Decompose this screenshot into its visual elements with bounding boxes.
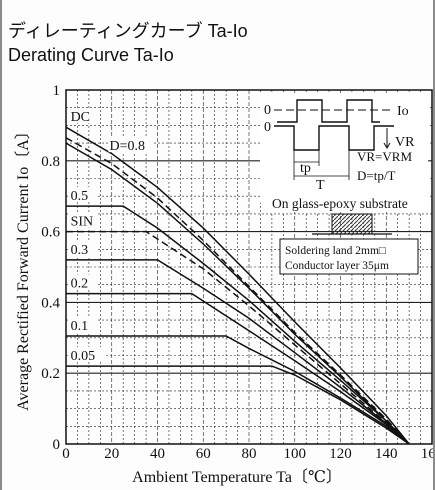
series-line (66, 230, 410, 445)
inset-land-label: Soldering land 2mm□ (285, 245, 386, 257)
series-label-background (69, 108, 90, 124)
x-axis-label: Ambient Temperature Ta〔℃〕 (132, 468, 342, 486)
series-label: D=0.8 (109, 139, 145, 154)
series-lines (65, 126, 410, 445)
plot-area (65, 89, 433, 445)
series-label-background (69, 212, 98, 228)
y-tick-label: 0.4 (41, 295, 60, 311)
series-label: 0.05 (71, 349, 96, 364)
series-line (65, 126, 410, 445)
inset-soldering-land (331, 213, 373, 235)
x-tick-label: 120 (329, 446, 352, 462)
series-labels: DC D=0.8 0.5 SIN 0.3 0.2 0.1 0.05 (69, 108, 153, 364)
series-label-background (69, 347, 106, 363)
series-line (66, 205, 410, 445)
inset-tp-label: tp (300, 161, 311, 176)
series-label: 0.3 (71, 243, 89, 258)
inset-io-label: Io (397, 104, 409, 119)
inset-substrate-note-box (279, 238, 419, 275)
series-line (66, 335, 410, 445)
chart-title-english: Derating Curve Ta-Io (8, 45, 174, 65)
series-line (65, 137, 410, 445)
series-label: SIN (71, 215, 94, 230)
y-tick-label: 0.6 (41, 225, 60, 241)
inset-substrate-label: On glass-epoxy substrate (272, 196, 408, 211)
x-tick-label: 140 (375, 446, 398, 462)
series-label-background (69, 240, 98, 256)
series-label: DC (71, 110, 90, 125)
series-line (66, 365, 410, 445)
chart-title-japanese: ディレーティングカーブ Ta-Io (8, 21, 248, 41)
inset-voltage-waveform (274, 125, 394, 151)
series-label-background (108, 137, 153, 153)
series-label-background (69, 317, 98, 333)
inset-vr-arrowhead (383, 142, 391, 149)
inset-t-label: T (316, 178, 325, 193)
y-axis-label: Average Rectified Forward Current Io〔A〕 (14, 123, 32, 411)
x-tick-label: 20 (104, 446, 119, 462)
series-line (66, 259, 410, 445)
y-tick-label: 0.8 (41, 154, 60, 170)
x-tick-label: 40 (150, 446, 165, 462)
series-line (65, 142, 410, 445)
series-line (66, 292, 410, 445)
y-tick-label: 1 (53, 83, 61, 99)
x-tick-label: 60 (196, 446, 211, 462)
series-label-background (69, 187, 98, 203)
x-tick-label: 160 (421, 446, 435, 462)
inset-zero-top: 0 (264, 103, 271, 118)
inset-current-waveform (277, 99, 380, 123)
inset-substrate-background (269, 196, 427, 212)
series-label: 0.2 (71, 277, 89, 292)
inset-zero-bottom: 0 (264, 120, 271, 135)
series-label: 0.5 (71, 189, 89, 204)
series-label-background (69, 274, 98, 290)
series-label: 0.1 (71, 319, 89, 334)
inset-equation-duty: D=tp/T (357, 168, 395, 183)
axis-ticks: 0 20 40 60 80 100 120 140 160 0 0.2 0.4 0.6 0.8 1 (41, 83, 435, 462)
x-tick-label: 0 (62, 446, 70, 462)
x-tick-label: 80 (242, 446, 257, 462)
inset-waveform-background (260, 93, 428, 203)
y-tick-label: 0.2 (41, 366, 60, 382)
x-tick-label: 100 (284, 446, 307, 462)
inset-equation-vr: VR=VRM (357, 149, 412, 164)
inset-diagram: 0 Io 0 VR tp T VR=VRM D=tp/T On glass-ep… (260, 93, 428, 275)
inset-conductor-label: Conductor layer 35μm (285, 260, 389, 272)
inset-vr-label: VR (395, 135, 415, 150)
y-tick-label: 0 (53, 437, 61, 453)
